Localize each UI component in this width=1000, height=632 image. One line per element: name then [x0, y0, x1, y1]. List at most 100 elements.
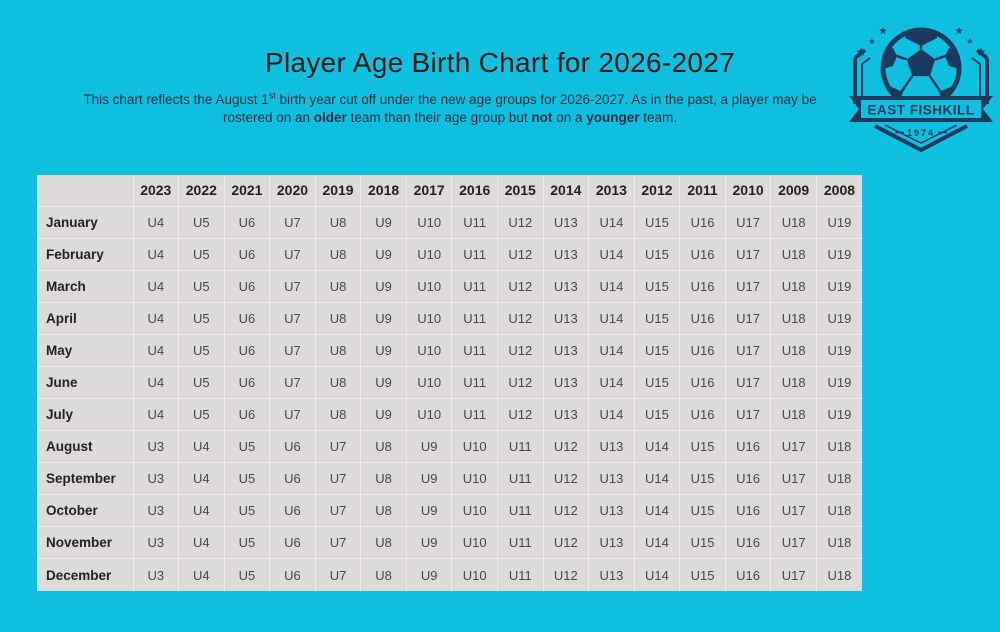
age-cell: U11 — [497, 430, 544, 464]
age-cell: U11 — [451, 333, 498, 367]
age-cell: U8 — [360, 558, 407, 592]
age-cell: U9 — [360, 269, 407, 303]
month-label: December — [36, 558, 134, 592]
page-title: Player Age Birth Chart for 2026-2027 — [265, 47, 735, 78]
age-cell: U8 — [314, 333, 362, 367]
year-header: 2023 — [132, 174, 180, 207]
age-cell: U4 — [132, 205, 180, 239]
age-cell: U3 — [132, 494, 180, 528]
age-cell: U10 — [451, 526, 498, 560]
banner-ribbon: EAST FISHKILL — [849, 96, 993, 122]
age-cell: U18 — [770, 301, 817, 335]
year-header: 2016 — [451, 174, 498, 207]
age-cell: U8 — [314, 269, 362, 303]
year-header: 2013 — [588, 174, 635, 207]
month-row: February U4 U5 U6 U7 U8 U9 U10 U11 U12 U13 U14 U15 U1… — [36, 237, 863, 271]
age-cell: U12 — [542, 558, 590, 592]
age-cell: U3 — [132, 526, 180, 560]
age-cell: U5 — [223, 462, 271, 496]
age-cell: U13 — [542, 269, 590, 303]
age-cell: U10 — [451, 462, 498, 496]
age-cell: U5 — [178, 237, 225, 271]
corner-cell — [36, 174, 134, 207]
age-cell: U16 — [724, 494, 772, 528]
year-header: 2009 — [770, 174, 817, 207]
age-cell: U9 — [405, 526, 453, 560]
age-cell: U7 — [269, 269, 316, 303]
age-cell: U7 — [269, 237, 316, 271]
year-header: 2021 — [223, 174, 271, 207]
age-cell: U12 — [542, 494, 590, 528]
month-label: July — [36, 397, 134, 432]
age-cell: U10 — [451, 430, 498, 464]
age-cell: U11 — [497, 558, 544, 592]
age-cell: U5 — [178, 397, 225, 432]
age-cell: U13 — [588, 558, 635, 592]
age-cell: U4 — [178, 558, 225, 592]
year-header: 2011 — [679, 174, 726, 207]
age-cell: U14 — [633, 494, 681, 528]
svg-text:★: ★ — [966, 37, 973, 46]
month-label: February — [36, 237, 134, 271]
age-cell: U4 — [132, 397, 180, 432]
year-header: 2020 — [269, 174, 316, 207]
age-cell: U9 — [360, 205, 407, 239]
age-cell: U10 — [405, 237, 453, 271]
age-cell: U6 — [269, 430, 316, 464]
age-cell: U12 — [497, 269, 544, 303]
age-cell: U4 — [132, 333, 180, 367]
age-cell: U4 — [178, 526, 225, 560]
age-cell: U7 — [269, 301, 316, 335]
age-cell: U14 — [633, 462, 681, 496]
age-cell: U3 — [132, 462, 180, 496]
age-cell: U8 — [314, 397, 362, 432]
svg-text:★: ★ — [868, 37, 875, 46]
age-cell: U10 — [451, 494, 498, 528]
age-cell: U18 — [815, 462, 863, 496]
age-cell: U17 — [770, 430, 817, 464]
age-cell: U9 — [360, 301, 407, 335]
month-row: May U4 U5 U6 U7 U8 U9 U10 U11 U12 U13 U14 U15 U16 U17 U… — [36, 333, 863, 367]
month-row: September U3 U4 U5 U6 U7 U8 U9 U10 U11 U12 U13 U14 U1… — [36, 462, 863, 496]
year-header: 2019 — [314, 174, 362, 207]
age-cell: U17 — [724, 205, 772, 239]
age-cell: U11 — [451, 397, 498, 432]
age-cell: U14 — [588, 397, 635, 432]
age-cell: U16 — [679, 397, 726, 432]
age-cell: U14 — [588, 269, 635, 303]
age-cell: U4 — [132, 237, 180, 271]
age-cell: U19 — [815, 237, 863, 271]
age-table-body: January U4 U5 U6 U7 U8 U9 U10 U11 U12 U13 U14 U15 U16… — [36, 205, 863, 592]
age-cell: U6 — [223, 397, 271, 432]
age-cell: U18 — [770, 333, 817, 367]
svg-text:★: ★ — [879, 26, 888, 37]
age-cell: U12 — [497, 205, 544, 239]
age-cell: U19 — [815, 269, 863, 303]
age-cell: U7 — [314, 526, 362, 560]
age-cell: U15 — [633, 237, 681, 271]
age-cell: U5 — [178, 205, 225, 239]
age-cell: U9 — [360, 397, 407, 432]
age-cell: U19 — [815, 301, 863, 335]
age-cell: U6 — [223, 269, 271, 303]
age-cell: U18 — [815, 494, 863, 528]
age-cell: U9 — [360, 237, 407, 271]
age-cell: U9 — [405, 558, 453, 592]
age-cell: U7 — [269, 205, 316, 239]
age-cell: U10 — [405, 397, 453, 432]
year-header: 2018 — [360, 174, 407, 207]
age-cell: U6 — [223, 301, 271, 335]
age-cell: U13 — [542, 237, 590, 271]
age-cell: U4 — [178, 430, 225, 464]
age-cell: U13 — [542, 365, 590, 399]
age-cell: U17 — [724, 237, 772, 271]
age-cell: U19 — [815, 205, 863, 239]
age-cell: U16 — [724, 558, 772, 592]
month-label: October — [36, 494, 134, 528]
age-cell: U8 — [360, 462, 407, 496]
age-cell: U14 — [588, 301, 635, 335]
age-cell: U16 — [679, 333, 726, 367]
age-cell: U15 — [633, 205, 681, 239]
age-cell: U17 — [770, 494, 817, 528]
